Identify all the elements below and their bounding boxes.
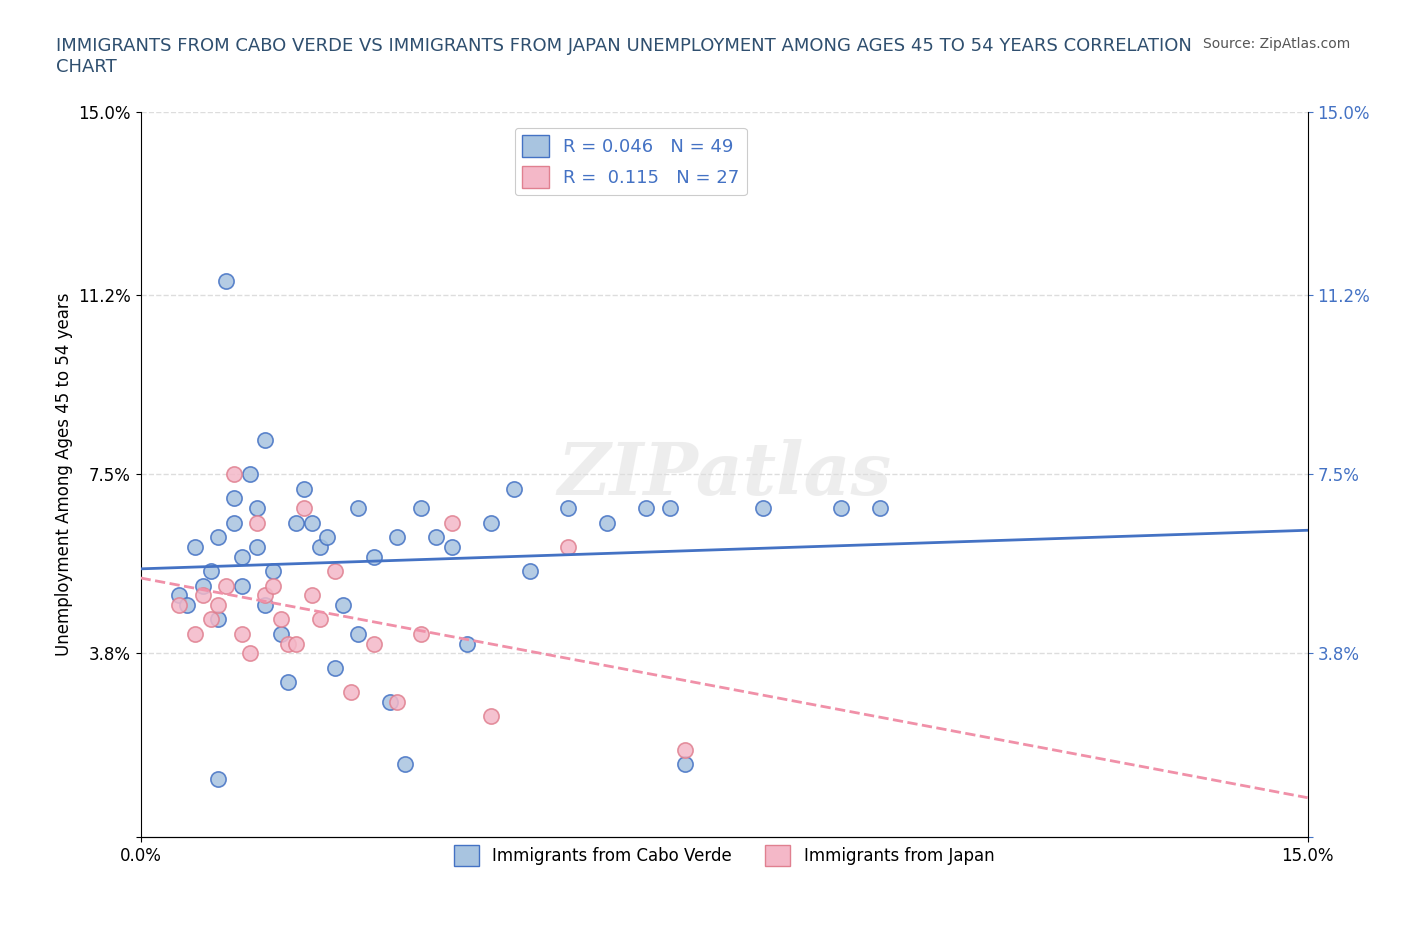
Point: [191, 588, 214, 603]
Point: [301, 515, 323, 530]
Point: [323, 564, 346, 578]
Point: [215, 578, 238, 593]
Point: [425, 530, 447, 545]
Point: [215, 273, 238, 288]
Point: [184, 627, 207, 642]
Text: IMMIGRANTS FROM CABO VERDE VS IMMIGRANTS FROM JAPAN UNEMPLOYMENT AMONG AGES 45 T: IMMIGRANTS FROM CABO VERDE VS IMMIGRANTS…: [56, 37, 1192, 76]
Point: [308, 612, 330, 627]
Point: [285, 636, 308, 651]
Point: [238, 645, 260, 660]
Point: [292, 500, 315, 515]
Point: [301, 588, 323, 603]
Y-axis label: Unemployment Among Ages 45 to 54 years: Unemployment Among Ages 45 to 54 years: [55, 293, 73, 656]
Point: [254, 588, 277, 603]
Point: [238, 467, 260, 482]
Point: [222, 515, 245, 530]
Point: [262, 564, 284, 578]
Point: [207, 597, 229, 612]
Point: [246, 500, 269, 515]
Point: [752, 500, 775, 515]
Text: Source: ZipAtlas.com: Source: ZipAtlas.com: [1202, 37, 1350, 51]
Point: [387, 694, 409, 709]
Text: ZIPatlas: ZIPatlas: [557, 439, 891, 510]
Point: [409, 627, 432, 642]
Point: [270, 612, 292, 627]
Point: [200, 612, 222, 627]
Point: [378, 694, 401, 709]
Point: [169, 597, 191, 612]
Point: [869, 500, 891, 515]
Point: [222, 467, 245, 482]
Point: [409, 500, 432, 515]
Point: [262, 578, 284, 593]
Legend: Immigrants from Cabo Verde, Immigrants from Japan: Immigrants from Cabo Verde, Immigrants f…: [447, 839, 1001, 872]
Point: [169, 588, 191, 603]
Point: [658, 500, 681, 515]
Point: [254, 597, 277, 612]
Point: [246, 515, 269, 530]
Point: [222, 491, 245, 506]
Point: [394, 757, 416, 772]
Point: [557, 539, 579, 554]
Point: [231, 578, 253, 593]
Point: [347, 500, 370, 515]
Point: [292, 482, 315, 497]
Point: [440, 539, 463, 554]
Point: [596, 515, 619, 530]
Point: [673, 742, 696, 757]
Point: [285, 515, 308, 530]
Point: [246, 539, 269, 554]
Point: [332, 597, 354, 612]
Point: [440, 515, 463, 530]
Point: [231, 549, 253, 564]
Point: [387, 530, 409, 545]
Point: [207, 530, 229, 545]
Point: [176, 597, 198, 612]
Point: [557, 500, 579, 515]
Point: [830, 500, 852, 515]
Point: [323, 660, 346, 675]
Point: [231, 627, 253, 642]
Point: [254, 433, 277, 448]
Point: [207, 612, 229, 627]
Point: [277, 636, 299, 651]
Point: [184, 539, 207, 554]
Point: [636, 500, 658, 515]
Point: [347, 627, 370, 642]
Point: [207, 772, 229, 787]
Point: [363, 636, 385, 651]
Point: [277, 675, 299, 690]
Point: [673, 757, 696, 772]
Point: [503, 482, 526, 497]
Point: [456, 636, 478, 651]
Point: [270, 627, 292, 642]
Point: [308, 539, 330, 554]
Point: [316, 530, 339, 545]
Point: [479, 515, 502, 530]
Point: [200, 564, 222, 578]
Point: [363, 549, 385, 564]
Point: [339, 684, 361, 699]
Point: [519, 564, 541, 578]
Point: [479, 709, 502, 724]
Point: [191, 578, 214, 593]
